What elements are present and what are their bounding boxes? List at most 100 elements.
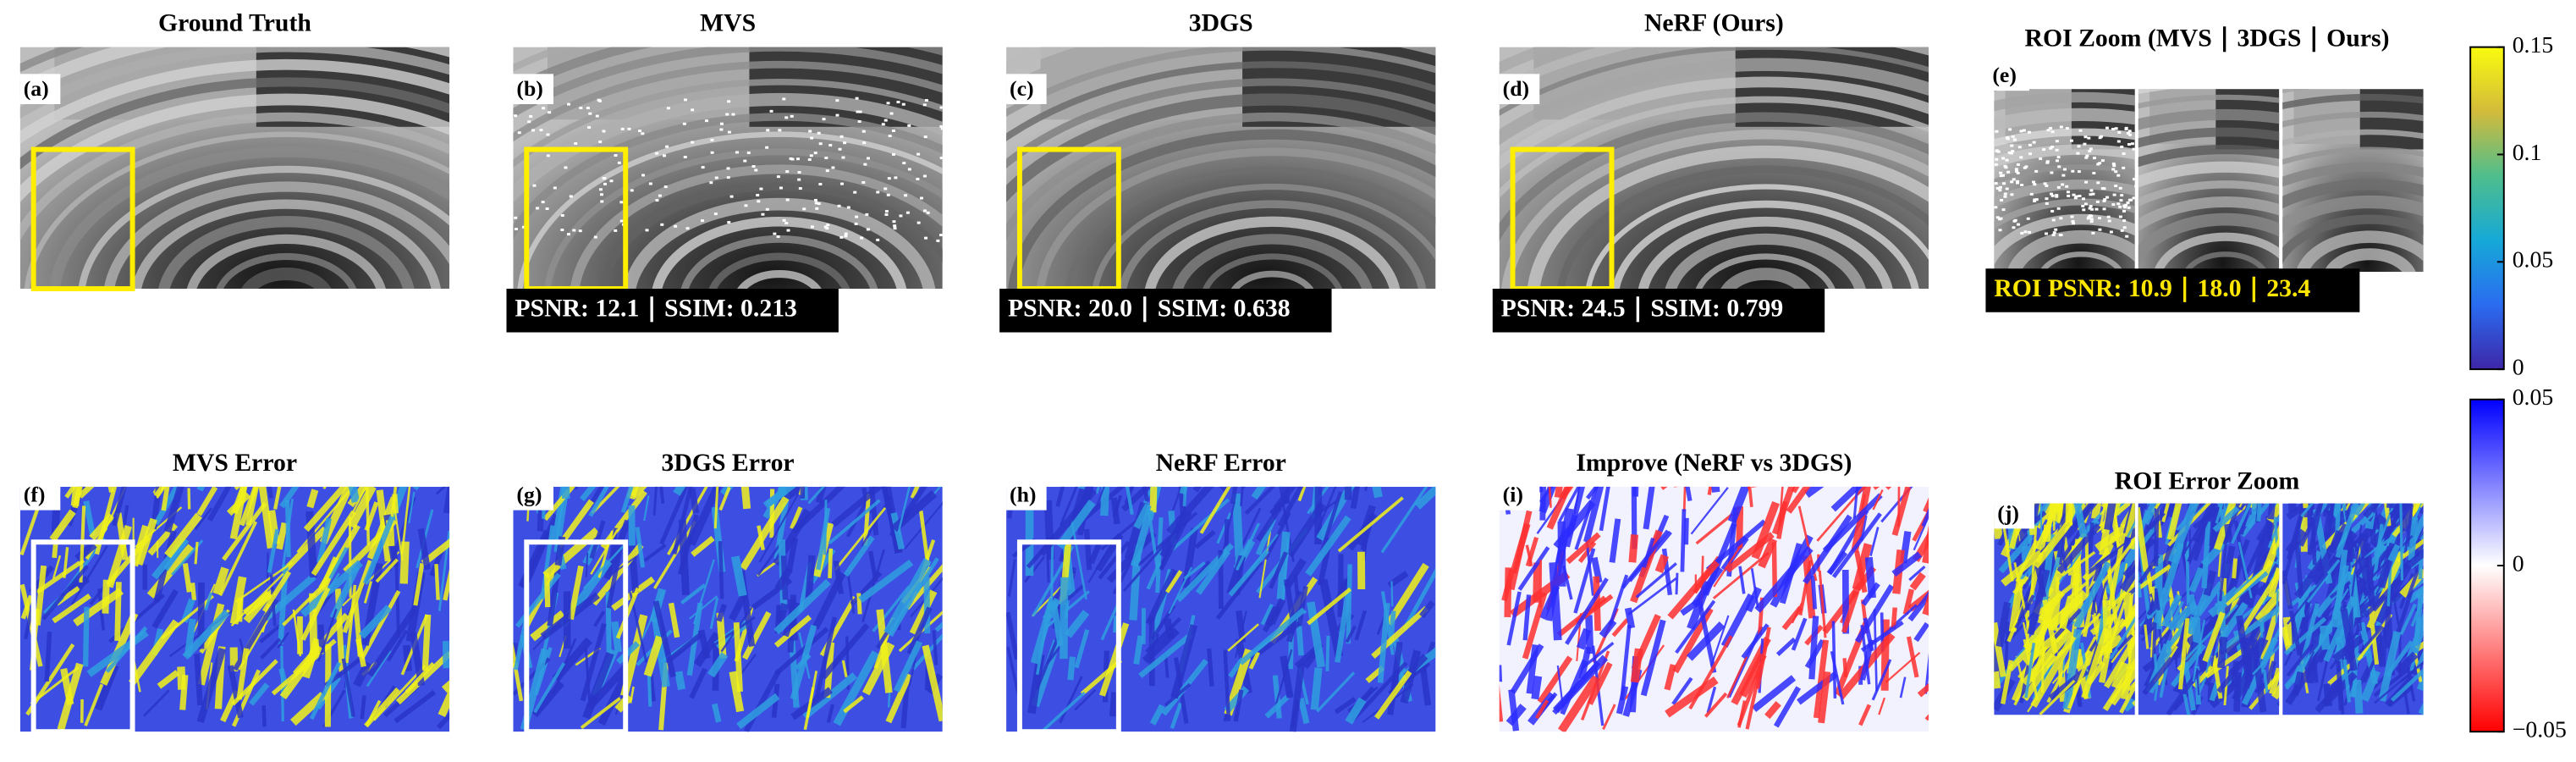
speckle [2094, 207, 2099, 211]
error-stroke [1907, 591, 1929, 622]
error-stroke [1564, 486, 1586, 548]
error-stroke [932, 630, 938, 665]
speckle [2012, 178, 2016, 181]
error-stroke [311, 510, 356, 577]
error-stroke [405, 661, 435, 694]
error-stroke [442, 641, 450, 669]
panel-label-bg [513, 479, 553, 511]
error-stroke [1602, 704, 1616, 731]
speckle [1996, 150, 2001, 153]
ring [2324, 248, 2416, 273]
speckle [839, 235, 844, 239]
error-stroke [207, 486, 232, 522]
speckle [2102, 207, 2106, 211]
speckle [567, 102, 571, 106]
panel-title: MVS Error [173, 450, 297, 477]
error-stroke [938, 703, 943, 710]
error-stroke [2001, 660, 2014, 704]
error-stroke [2056, 503, 2068, 558]
speckle [1998, 229, 2002, 232]
error-stroke [1165, 570, 1183, 594]
speckle [809, 154, 813, 157]
error-stroke [805, 555, 816, 598]
error-stroke [2154, 680, 2160, 701]
error-stroke [261, 705, 267, 727]
speckle [2050, 194, 2055, 197]
speckle [2062, 168, 2067, 171]
ring [1994, 91, 2135, 112]
speckle [726, 167, 730, 170]
error-stroke [743, 669, 782, 732]
error-stroke [194, 653, 203, 706]
error-stroke [572, 486, 578, 490]
speckle [2091, 231, 2095, 235]
error-stroke [1816, 486, 1866, 542]
error-stroke [568, 565, 584, 621]
speckle [620, 127, 625, 130]
speckle [2001, 157, 2006, 160]
error-stroke [2001, 549, 2044, 587]
speckle [2132, 147, 2135, 151]
ring [2153, 232, 2280, 273]
error-stroke [153, 486, 166, 498]
error-stroke [2111, 661, 2129, 689]
error-stroke [858, 559, 914, 603]
error-stroke [1046, 644, 1063, 665]
error-stroke [1307, 587, 1352, 626]
error-stroke [2403, 548, 2424, 571]
error-stroke [363, 581, 372, 604]
photo [1994, 89, 2135, 273]
speckle [2012, 138, 2017, 141]
error-stroke [1727, 486, 1750, 523]
error-stroke [1170, 498, 1230, 552]
error-stroke [1499, 665, 1503, 682]
speckle [2016, 223, 2020, 226]
error-stroke [2032, 518, 2073, 569]
error-stroke [226, 491, 251, 516]
speckle [578, 229, 582, 233]
error-stroke [582, 545, 625, 590]
error-stroke [2119, 682, 2135, 714]
speckle [2000, 198, 2004, 202]
error-stroke [803, 687, 815, 731]
error-stroke [1791, 617, 1808, 651]
error-stroke [1345, 697, 1367, 725]
colorbar-tick-label: 0.05 [2513, 384, 2554, 411]
speckle [831, 166, 835, 169]
ring [1994, 108, 2135, 131]
speckle [2065, 127, 2069, 130]
speckle [666, 107, 670, 110]
error-stroke [1899, 676, 1907, 698]
speckle [2083, 135, 2088, 139]
error-stroke [2023, 616, 2053, 652]
error-stroke [2257, 563, 2279, 597]
error-stroke [279, 486, 300, 509]
error-stroke [800, 486, 806, 499]
error-stroke [1146, 561, 1162, 590]
speckle [2109, 230, 2113, 234]
error-stroke [2211, 506, 2220, 538]
error-stroke [543, 572, 551, 608]
error-stroke [303, 486, 348, 533]
error-stroke [1305, 515, 1351, 577]
error-stroke [1752, 675, 1797, 713]
error-stroke [63, 547, 69, 578]
speckle [701, 219, 705, 223]
error-stroke [1138, 632, 1194, 678]
ring [1665, 233, 1866, 290]
ring [2138, 127, 2280, 148]
ring [1527, 145, 1929, 290]
error-stroke [348, 486, 361, 503]
error-stroke [1710, 615, 1730, 666]
error-stroke [1109, 692, 1120, 717]
ring [2138, 213, 2280, 268]
error-stroke [2053, 503, 2062, 513]
error-stroke [1281, 486, 1290, 504]
error-stroke [1675, 572, 1679, 595]
error-stroke [1539, 486, 1547, 521]
speckle [546, 154, 550, 157]
speckle [891, 152, 895, 156]
ring [186, 234, 386, 290]
error-stroke [2203, 570, 2217, 597]
error-stroke [1112, 494, 1123, 518]
